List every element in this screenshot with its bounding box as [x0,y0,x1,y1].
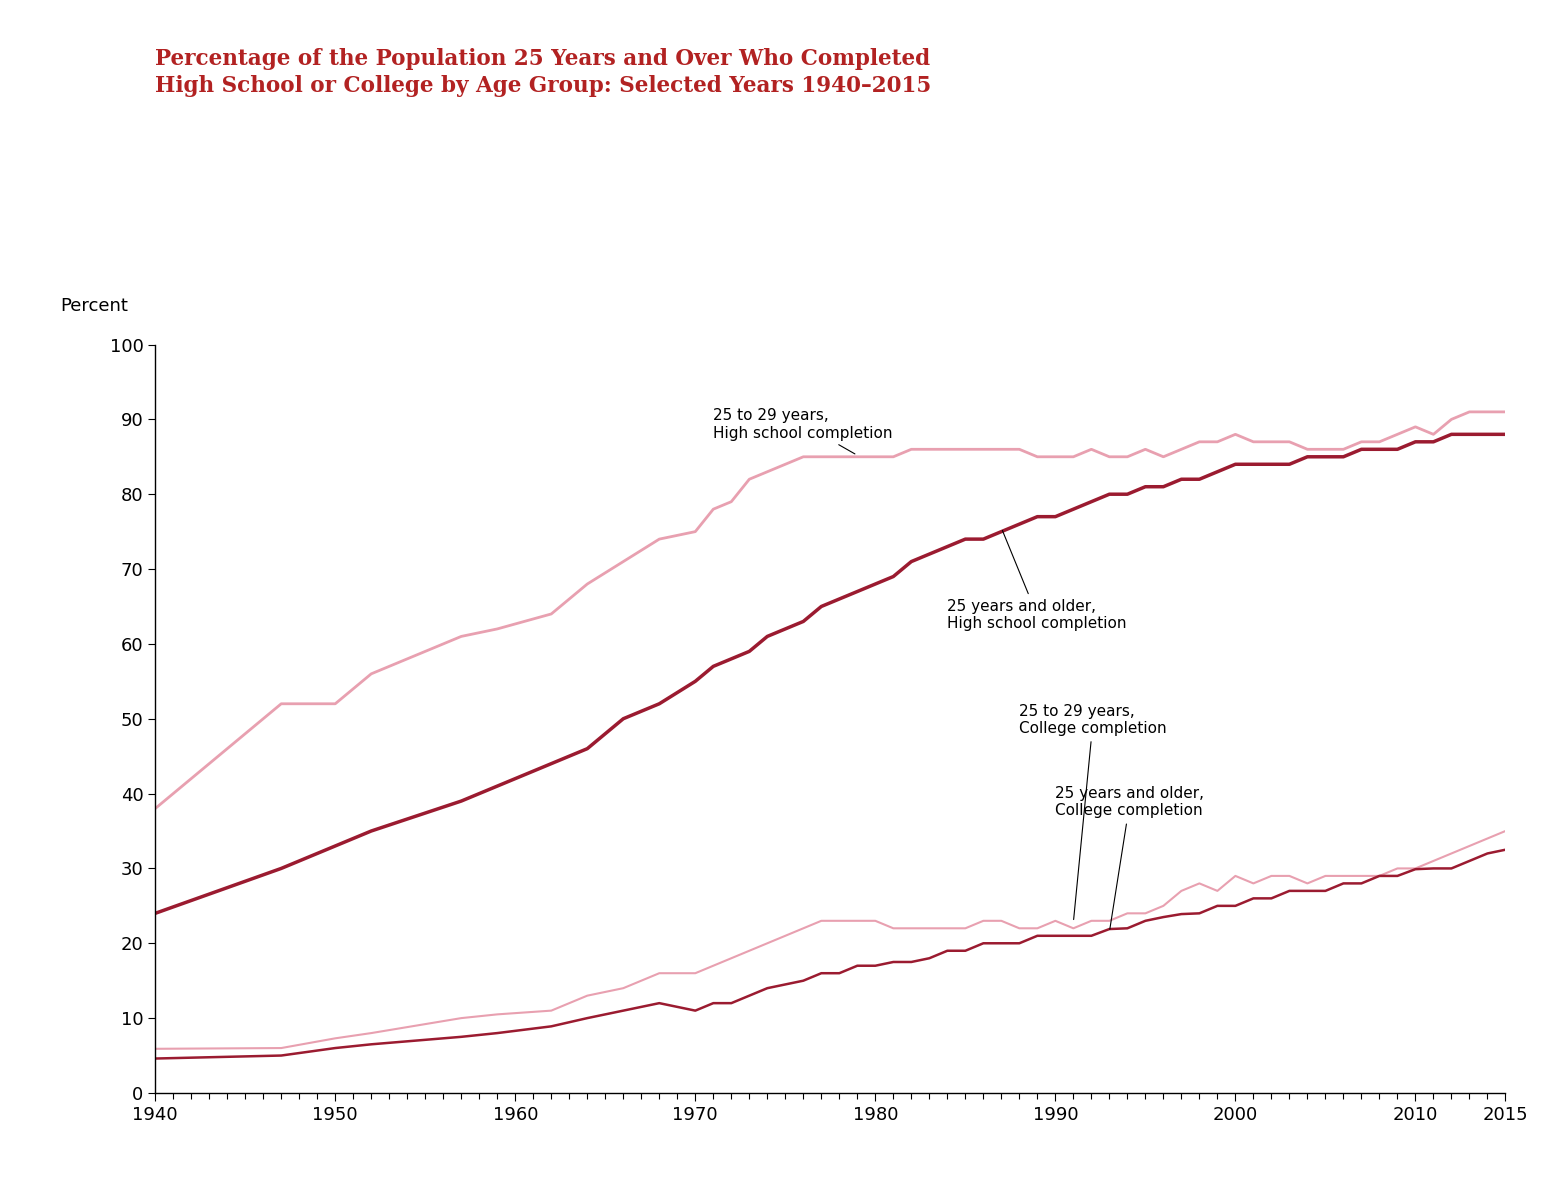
Text: 25 years and older,
High school completion: 25 years and older, High school completi… [947,531,1127,631]
Text: 25 to 29 years,
High school completion: 25 to 29 years, High school completion [714,409,892,454]
Text: Percent: Percent [61,297,129,315]
Text: 25 to 29 years,
College completion: 25 to 29 years, College completion [1020,703,1167,920]
Text: Percentage of the Population 25 Years and Over Who Completed
High School or Coll: Percentage of the Population 25 Years an… [155,48,931,97]
Text: 25 years and older,
College completion: 25 years and older, College completion [1055,786,1204,929]
